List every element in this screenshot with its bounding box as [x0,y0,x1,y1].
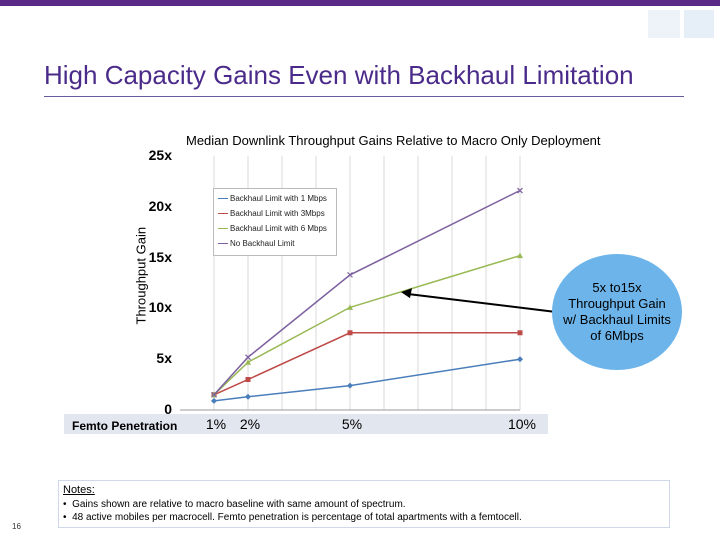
legend-swatch [218,243,228,245]
y-tick-label: 25x [148,147,172,163]
chart-legend: Backhaul Limit with 1 Mbps Backhaul Limit… [213,188,337,256]
series-line [213,254,521,396]
data-point [245,377,251,383]
data-point [211,391,217,398]
x-tick-label: 5% [341,416,363,432]
title-divider [44,96,684,97]
data-point [517,187,523,194]
series-line [213,189,521,396]
series-line [213,358,521,402]
data-point [245,393,251,400]
corner-decoration [648,10,680,38]
slide-title: High Capacity Gains Even with Backhaul L… [44,60,634,90]
notes-heading: Notes: [63,484,95,496]
notes-item-text: Gains shown are relative to macro baseli… [72,499,406,510]
legend-label: No Backhaul Limit [230,239,295,248]
callout-text: 5x to15x Throughput Gain w/ Backhaul Lim… [563,280,671,343]
legend-label: Backhaul Limit with 3Mbps [230,209,325,218]
callout-arrow-head [401,288,412,299]
callout-bubble: 5x to15x Throughput Gain w/ Backhaul Lim… [552,254,682,370]
x-axis-label-bar [64,414,548,434]
legend-label: Backhaul Limit with 1 Mbps [230,194,327,203]
legend-swatch [218,213,228,215]
data-point [211,397,217,404]
data-point [245,354,251,361]
legend-label: Backhaul Limit with 6 Mbps [230,224,327,233]
x-tick-label: 2% [239,416,261,432]
legend-entry: No Backhaul Limit [218,239,294,248]
legend-swatch [218,228,228,230]
notes-box: Notes: • Gains shown are relative to mac… [58,480,670,528]
legend-entry: Backhaul Limit with 1 Mbps [218,194,327,203]
data-point [347,382,353,389]
chart-title: Median Downlink Throughput Gains Relativ… [186,133,601,148]
legend-entry: Backhaul Limit with 6 Mbps [218,224,327,233]
x-axis-label: Femto Penetration [72,419,178,433]
y-tick-label: 15x [148,248,172,265]
data-point [517,330,523,336]
corner-decoration [684,10,714,38]
legend-swatch [218,198,228,200]
data-point [517,356,523,363]
x-tick-label: 10% [507,416,537,432]
top-accent-bar [0,0,720,6]
y-tick-label: 0 [164,401,172,417]
data-point [517,252,523,259]
y-tick-label: 5x [156,350,172,367]
notes-item: • 48 active mobiles per macrocell. Femto… [63,512,522,523]
notes-item: • Gains shown are relative to macro base… [63,499,406,510]
data-point [347,330,353,336]
page-number: 16 [12,522,21,531]
y-tick-label: 20x [148,197,172,214]
x-tick-label: 1% [205,416,227,432]
data-point [347,271,353,278]
series-line [213,332,520,396]
legend-entry: Backhaul Limit with 3Mbps [218,209,325,218]
data-point [347,304,353,310]
callout-arrow [408,293,557,313]
data-point [245,359,251,365]
y-tick-label: 10x [148,299,172,316]
notes-item-text: 48 active mobiles per macrocell. Femto p… [72,512,522,523]
